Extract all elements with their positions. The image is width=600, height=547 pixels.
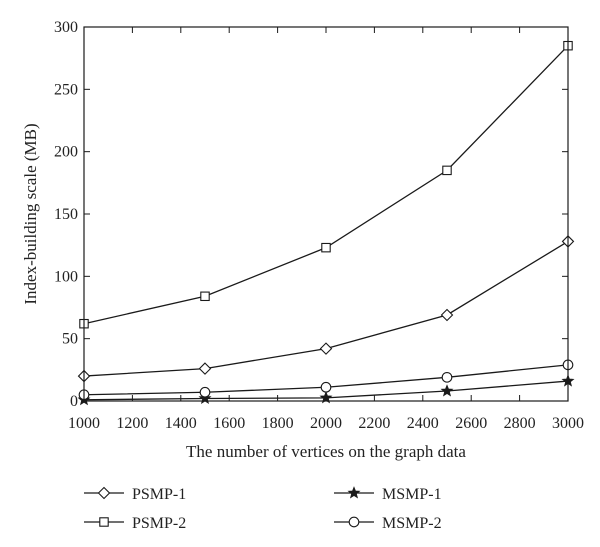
x-tick-label: 1400: [165, 415, 197, 432]
legend-label: MSMP-2: [382, 515, 442, 532]
legend-item: MSMP-2: [334, 515, 442, 532]
x-tick-label: 1800: [262, 415, 294, 432]
legend-item: PSMP-2: [84, 515, 186, 532]
series-line: [83, 45, 569, 325]
x-tick-label: 2600: [455, 415, 487, 432]
x-tick-label: 2000: [310, 415, 342, 432]
star-marker: [347, 486, 361, 499]
data-point: [199, 386, 211, 398]
y-tick-label: 300: [54, 19, 78, 36]
x-axis-title: The number of vertices on the graph data: [186, 442, 466, 461]
x-tick-label: 2400: [407, 415, 439, 432]
y-tick-label: 250: [54, 81, 78, 98]
data-point: [319, 342, 333, 355]
x-tick-label: 1200: [116, 415, 148, 432]
y-tick-label: 200: [54, 144, 78, 161]
x-axis-ticks: 1000 1200 1400 1600 1800 2000 2200 2400 2600 2800…: [68, 27, 584, 432]
data-point: [320, 381, 332, 393]
x-tick-label: 3000: [552, 415, 584, 432]
data-point: [440, 384, 454, 397]
data-point: [440, 308, 454, 322]
y-tick-label: 50: [62, 331, 78, 348]
series-line: [83, 240, 569, 377]
data-point: [441, 371, 453, 383]
series-diamond: [77, 235, 575, 383]
y-axis-title: Index-building scale (MB): [21, 123, 40, 304]
y-tick-label: 150: [54, 206, 78, 223]
y-tick-label: 0: [70, 393, 78, 410]
data-point: [442, 165, 452, 176]
legend: PSMP-1 MSMP-1 PSMP-2 MSMP-2: [84, 486, 442, 532]
y-axis-ticks: 0 50 100 150 200 250 300: [54, 19, 568, 410]
data-point: [321, 242, 331, 253]
series-layer: [77, 40, 575, 406]
series-square: [79, 40, 573, 329]
circle-marker: [348, 516, 360, 528]
legend-label: PSMP-1: [132, 486, 186, 503]
legend-item: MSMP-1: [334, 486, 442, 503]
y-tick-label: 100: [54, 268, 78, 285]
x-tick-label: 2200: [358, 415, 390, 432]
legend-item: PSMP-1: [84, 486, 186, 503]
legend-label: MSMP-1: [382, 486, 442, 503]
square-marker: [99, 517, 109, 527]
plot-frame: [83, 26, 569, 402]
data-point: [198, 362, 212, 375]
legend-label: PSMP-2: [132, 515, 186, 532]
x-tick-label: 1600: [213, 415, 245, 432]
x-tick-label: 1000: [68, 415, 100, 432]
data-point: [200, 291, 210, 302]
x-tick-label: 2800: [504, 415, 536, 432]
diamond-marker: [97, 486, 111, 500]
